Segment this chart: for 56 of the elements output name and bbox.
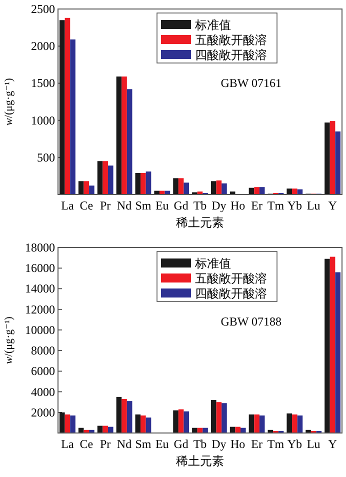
y-tick-label: 16000 (25, 261, 55, 276)
legend-label: 五酸敞开酸溶 (195, 33, 267, 47)
x-tick-label: Lu (306, 198, 320, 212)
x-tick-label: Eu (155, 437, 169, 451)
x-tick-label: Tm (267, 437, 285, 451)
y-tick-label: 18000 (25, 240, 55, 254)
x-tick-label: Lu (306, 437, 320, 451)
x-tick-label: Gd (174, 198, 188, 212)
x-tick-label: Pr (100, 437, 111, 451)
x-tick-label: Er (251, 198, 262, 212)
x-tick-label: Ho (230, 198, 246, 212)
x-tick-label: Tb (193, 437, 207, 451)
x-tick-label: Ho (230, 437, 246, 451)
x-tick-label: Tb (193, 198, 207, 212)
x-tick-label: Eu (155, 198, 169, 212)
x-tick-label: Ce (80, 437, 94, 451)
x-tick-label: Sm (135, 198, 152, 212)
legend-label: 五酸敞开酸溶 (195, 272, 267, 286)
annotation: GBW 07188 (220, 314, 282, 328)
y-tick-label: 4000 (31, 384, 55, 399)
x-tick-label: Tm (267, 198, 285, 212)
y-tick-label: 2500 (31, 2, 55, 16)
y-axis-title: w/(μg·g⁻¹) (3, 78, 15, 126)
x-tick-label: Ce (80, 198, 94, 212)
y-tick-label: 10000 (25, 322, 55, 337)
x-tick-label: Yb (287, 198, 302, 212)
x-tick-label: Y (328, 198, 338, 212)
y-tick-label: 2000 (31, 405, 55, 420)
x-tick-label: Gd (174, 437, 188, 451)
x-tick-label: Nd (116, 437, 132, 451)
y-tick-label: 500 (37, 150, 55, 164)
legend-label: 四酸敞开酸溶 (195, 48, 267, 62)
x-tick-label: La (61, 437, 74, 451)
y-axis-title: w/(μg·g⁻¹) (3, 316, 15, 364)
legend-label: 标准值 (194, 18, 231, 32)
y-tick-label: 1500 (31, 76, 55, 90)
x-tick-label: Nd (116, 198, 132, 212)
legend-label: 四酸敞开酸溶 (195, 286, 267, 300)
y-tick-label: 2000 (31, 39, 55, 54)
x-tick-label: Sm (135, 437, 152, 451)
x-tick-label: Y (328, 437, 338, 451)
x-tick-label: Er (251, 437, 262, 451)
y-tick-label: 8000 (31, 344, 55, 358)
x-tick-label: Dy (212, 437, 226, 451)
y-tick-label: 14000 (25, 282, 55, 296)
x-tick-label: Pr (100, 198, 111, 212)
y-tick-label: 1000 (31, 113, 55, 128)
x-tick-label: Yb (287, 437, 302, 451)
legend-label: 标准值 (194, 256, 231, 270)
annotation: GBW 07161 (220, 76, 282, 90)
x-axis-title: 稀土元素 (176, 216, 224, 230)
y-tick-label: 6000 (31, 364, 55, 378)
y-tick-label: 12000 (25, 302, 55, 316)
x-tick-label: Dy (212, 198, 226, 212)
x-axis-title: 稀土元素 (176, 454, 224, 468)
x-tick-label: La (61, 198, 74, 212)
